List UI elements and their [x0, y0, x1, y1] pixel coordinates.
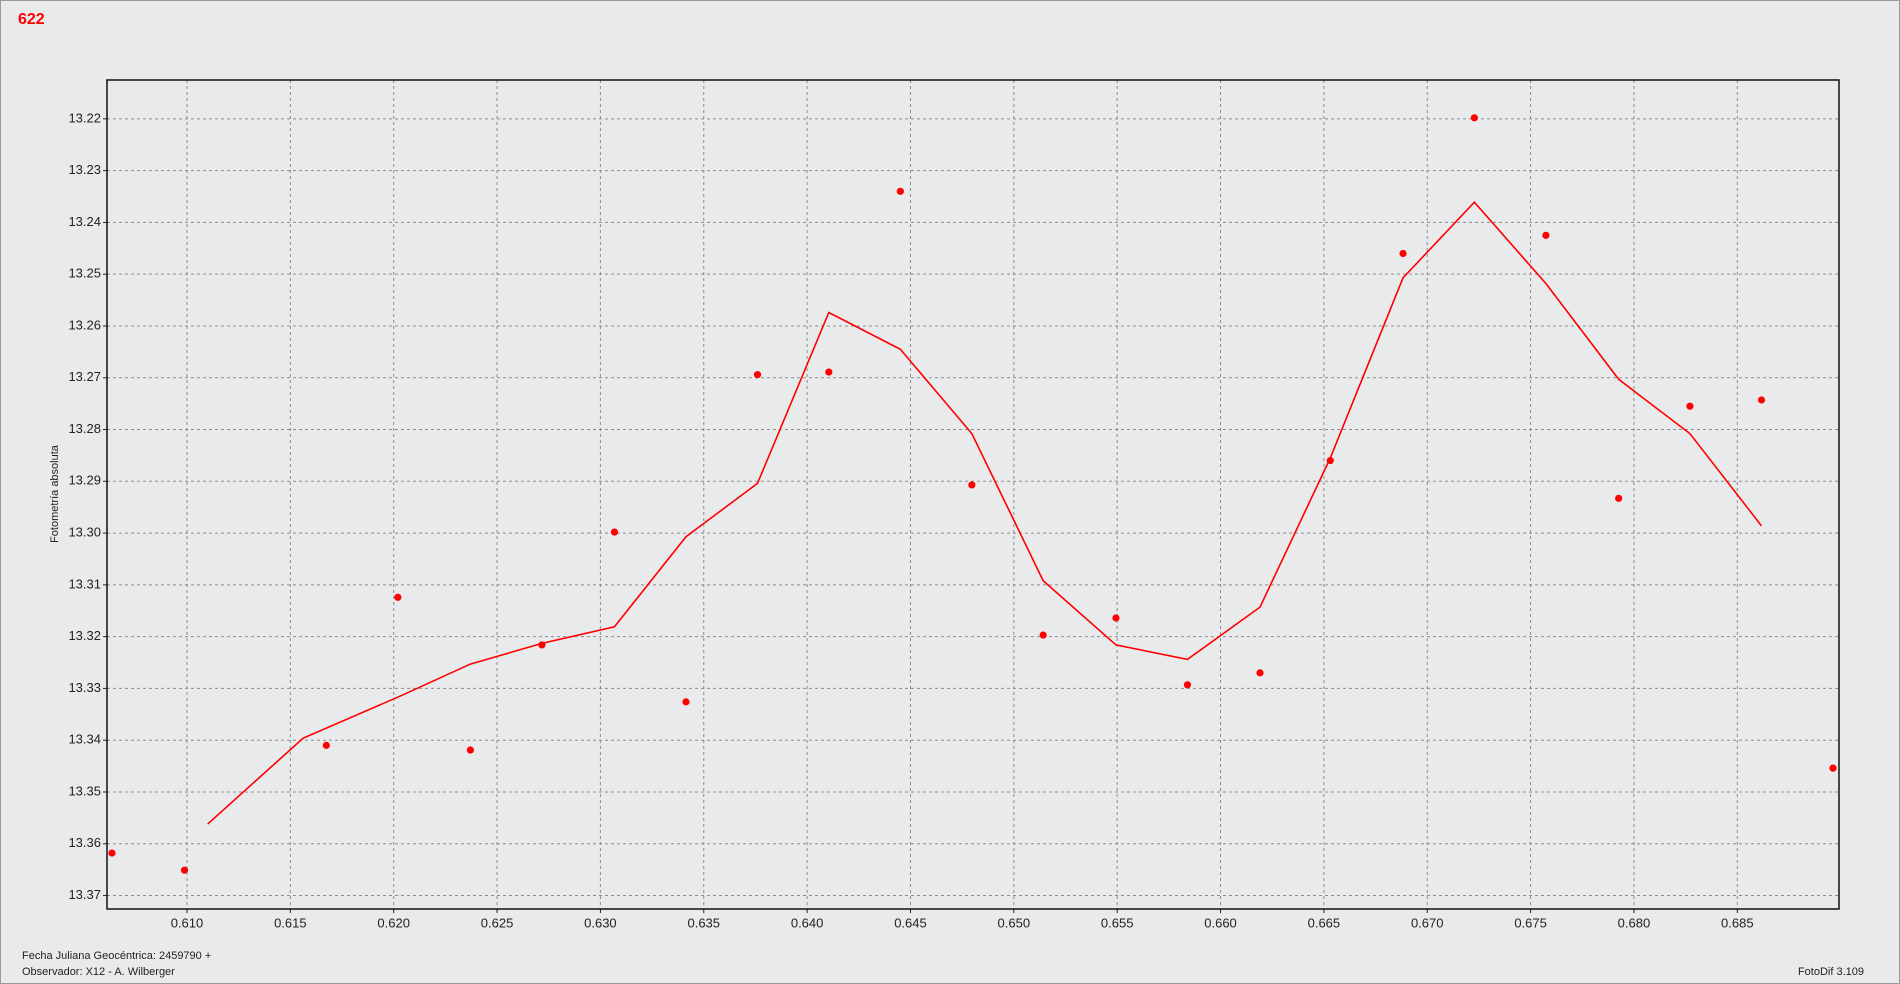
- x-tick-label: 0.625: [481, 915, 514, 930]
- data-point: [1757, 396, 1766, 404]
- data-point: [1829, 764, 1837, 772]
- y-tick-label: 13.22: [68, 110, 101, 125]
- plot-border: [106, 79, 1840, 910]
- plot-area: [107, 80, 1839, 909]
- footer-text: Fecha Juliana Geocéntrica: 2459790 +: [22, 950, 211, 962]
- y-tick-label: 13.33: [68, 680, 101, 695]
- data-point: [825, 368, 833, 376]
- footer-text: Observador: X12 - A. Wilberger: [22, 966, 175, 978]
- data-point: [1470, 114, 1478, 122]
- y-tick-label: 13.30: [68, 525, 101, 540]
- data-point: [1399, 249, 1407, 258]
- x-tick-label: 0.640: [791, 915, 824, 930]
- y-axis-label: Fotometría absoluta: [49, 444, 61, 543]
- data-point: [1112, 614, 1120, 622]
- x-tick-label: 0.660: [1204, 915, 1237, 930]
- y-tick-label: 13.24: [68, 214, 101, 229]
- data-point: [896, 187, 904, 195]
- y-tick-label: 13.26: [68, 317, 101, 332]
- y-tick-label: 13.29: [68, 473, 101, 488]
- x-tick-label: 0.615: [274, 915, 307, 930]
- y-tick-label: 13.32: [68, 628, 101, 643]
- y-tick-label: 13.34: [68, 732, 101, 747]
- data-point: [108, 849, 116, 857]
- data-point: [180, 866, 189, 874]
- data-point: [1256, 669, 1264, 677]
- x-tick-label: 0.655: [1101, 915, 1134, 930]
- y-tick-label: 13.36: [68, 835, 101, 850]
- data-point: [1183, 681, 1192, 689]
- x-tick-label: 0.675: [1514, 915, 1547, 930]
- y-tick-label: 13.31: [68, 576, 101, 591]
- data-line: [207, 201, 1763, 825]
- data-point: [1615, 494, 1623, 502]
- x-tick-label: 0.650: [998, 915, 1031, 930]
- y-tick-label: 13.35: [68, 783, 101, 798]
- data-point: [610, 528, 619, 536]
- data-point: [1542, 231, 1550, 239]
- x-tick-label: 0.685: [1721, 915, 1754, 930]
- y-tick-label: 13.23: [68, 162, 101, 177]
- chart-title: 622: [18, 11, 45, 28]
- data-point: [682, 698, 690, 706]
- x-tick-label: 0.680: [1618, 915, 1651, 930]
- x-tick-label: 0.665: [1308, 915, 1341, 930]
- x-tick-label: 0.645: [894, 915, 927, 930]
- y-tick-label: 13.25: [68, 266, 101, 281]
- data-point: [394, 593, 402, 601]
- y-tick-label: 13.28: [68, 421, 101, 436]
- data-point: [322, 741, 330, 749]
- data-point: [968, 481, 976, 489]
- x-tick-label: 0.610: [171, 915, 204, 930]
- data-point: [1686, 402, 1694, 410]
- x-tick-label: 0.670: [1411, 915, 1444, 930]
- data-point: [1039, 631, 1047, 639]
- data-point: [753, 371, 762, 379]
- x-tick-label: 0.630: [584, 915, 617, 930]
- y-tick-label: 13.37: [68, 887, 101, 902]
- data-point: [466, 746, 474, 754]
- x-tick-label: 0.620: [377, 915, 410, 930]
- y-tick-label: 13.27: [68, 369, 101, 384]
- x-tick-label: 0.635: [687, 915, 720, 930]
- footer-text: FotoDif 3.109: [1798, 966, 1864, 978]
